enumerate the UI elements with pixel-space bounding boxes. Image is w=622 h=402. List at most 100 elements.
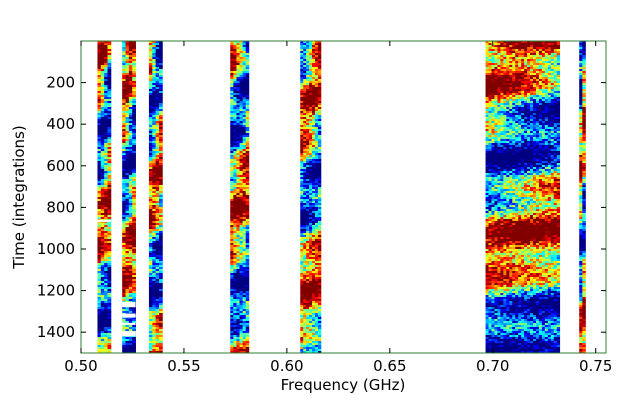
heatmap-cell [107,103,112,106]
heatmap-cell [155,285,160,288]
heatmap-cell [128,269,133,272]
heatmap-cell [245,147,250,150]
heatmap-cell [314,295,319,298]
heatmap-cell [128,201,133,204]
heatmap-cell [300,331,304,334]
heatmap-cell [152,111,157,114]
heatmap-cell [104,173,108,176]
heatmap-cell [122,203,126,206]
heatmap-cell [245,257,250,260]
heatmap-cell [128,307,133,310]
heatmap-cell [521,127,525,130]
heatmap-cell [104,247,108,250]
heatmap-cell [132,217,136,220]
heatmap-cell [532,87,537,90]
heatmap-cell [233,169,237,172]
heatmap-cell [518,85,522,88]
heatmap-cell [132,299,136,302]
heatmap-cell [122,109,126,112]
heatmap-cell [317,261,322,264]
heatmap-cell [125,199,130,202]
heatmap-cell [245,193,250,196]
heatmap-cell [132,273,136,276]
heatmap-cell [300,225,304,228]
heatmap-cell [309,75,313,78]
heatmap-cell [541,119,546,122]
heatmap-cell [107,275,112,278]
heatmap-cell [242,163,247,166]
heatmap-cell [148,171,153,174]
heatmap-cell [104,231,108,234]
heatmap-cell [309,171,313,174]
heatmap-cell [233,93,237,96]
heatmap-cell [104,339,108,342]
heatmap-cell [488,87,492,90]
heatmap-cell [553,45,558,48]
heatmap-cell [512,95,516,98]
heatmap-cell [312,123,316,126]
heatmap-cell [239,235,244,238]
heatmap-cell [306,271,310,274]
heatmap-cell [303,85,307,88]
heatmap-cell [242,67,247,70]
heatmap-cell [312,275,316,278]
heatmap-cell [230,85,234,88]
heatmap-cell [104,141,108,144]
heatmap-cell [97,203,102,206]
heatmap-cell [152,185,157,188]
heatmap-cell [314,335,319,338]
heatmap-cell [312,331,316,334]
heatmap-cell [104,269,108,272]
heatmap-cell [233,277,237,280]
heatmap-cell [521,89,525,92]
heatmap-cell [312,227,316,230]
heatmap-cell [128,237,133,240]
heatmap-cell [230,269,234,272]
heatmap-cell [158,89,163,92]
heatmap-cell [518,109,522,112]
heatmap-cell [239,183,244,186]
heatmap-cell [497,115,501,118]
heatmap-cell [104,183,108,186]
heatmap-cell [148,277,153,280]
heatmap-cell [491,49,495,52]
heatmap-cell [317,211,322,214]
heatmap-cell [491,125,495,128]
heatmap-cell [306,347,310,350]
heatmap-cell [309,275,313,278]
heatmap-cell [152,127,157,130]
heatmap-cell [230,349,234,352]
heatmap-cell [303,327,307,330]
heatmap-cell [309,241,313,244]
heatmap-cell [128,277,133,280]
heatmap-cell [521,91,525,94]
heatmap-cell [485,67,489,70]
heatmap-cell [100,283,105,286]
heatmap-cell [155,77,160,80]
heatmap-cell [544,41,549,44]
heatmap-cell [155,125,160,128]
heatmap-cell [148,119,153,122]
heatmap-cell [97,131,102,134]
heatmap-cell [312,139,316,142]
heatmap-cell [317,295,322,298]
heatmap-cell [242,139,247,142]
heatmap-cell [104,295,108,298]
heatmap-cell [155,293,160,296]
heatmap-cell [556,109,561,112]
heatmap-cell [524,45,528,48]
heatmap-cell [300,173,304,176]
heatmap-cell [314,161,319,164]
heatmap-cell [306,225,310,228]
heatmap-cell [303,47,307,50]
heatmap-cell [125,225,130,228]
heatmap-cell [239,85,244,88]
heatmap-cell [303,233,307,236]
heatmap-cell [314,331,319,334]
heatmap-cell [148,167,153,170]
heatmap-cell [300,261,304,264]
heatmap-cell [125,293,130,296]
heatmap-cell [233,223,237,226]
heatmap-cell [506,103,510,106]
heatmap-cell [239,273,244,276]
